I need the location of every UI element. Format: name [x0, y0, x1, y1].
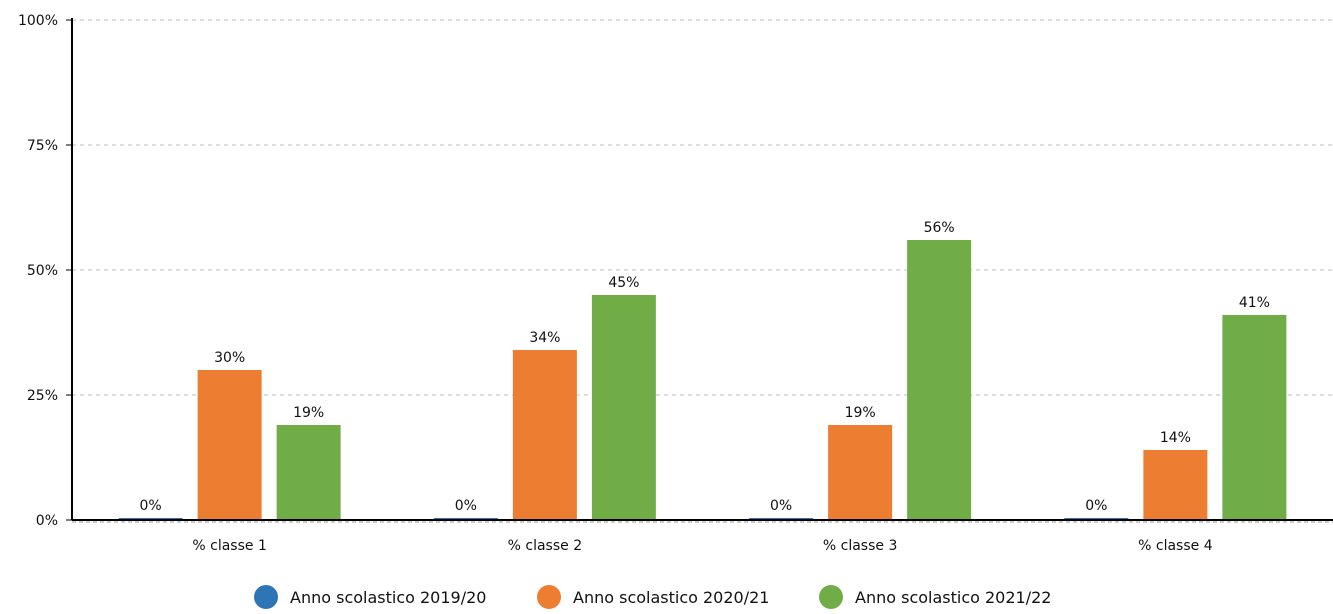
legend-label: Anno scolastico 2019/20 [290, 588, 486, 607]
y-tick-label: 50% [27, 263, 58, 279]
bar [1222, 315, 1287, 520]
y-tick-label: 75% [27, 138, 58, 154]
data-label: 0% [770, 498, 792, 514]
data-label: 14% [1160, 430, 1191, 446]
data-label: 19% [845, 405, 876, 421]
legend-marker [254, 585, 278, 609]
data-label: 56% [924, 220, 955, 236]
data-label: 30% [214, 350, 245, 366]
legend-label: Anno scolastico 2021/22 [855, 588, 1051, 607]
data-label: 19% [293, 405, 324, 421]
y-tick-label: 25% [27, 388, 58, 404]
bar [197, 370, 262, 520]
legend-marker [537, 585, 561, 609]
y-tick-label: 100% [18, 13, 58, 29]
bar [591, 295, 656, 520]
data-label: 0% [1085, 498, 1107, 514]
bar [907, 240, 972, 520]
legend-marker [819, 585, 843, 609]
x-tick-label: % classe 3 [823, 538, 897, 554]
data-label: 34% [529, 330, 560, 346]
data-label: 0% [455, 498, 477, 514]
bar [828, 425, 893, 520]
y-tick-label: 0% [36, 513, 58, 529]
legend-label: Anno scolastico 2020/21 [573, 588, 769, 607]
data-label: 0% [140, 498, 162, 514]
bar [1143, 450, 1208, 520]
x-tick-label: % classe 4 [1138, 538, 1213, 554]
data-label: 41% [1239, 295, 1270, 311]
bar [512, 350, 577, 520]
x-tick-label: % classe 1 [192, 538, 266, 554]
x-tick-label: % classe 2 [508, 538, 582, 554]
bar [276, 425, 341, 520]
data-label: 45% [608, 275, 639, 291]
